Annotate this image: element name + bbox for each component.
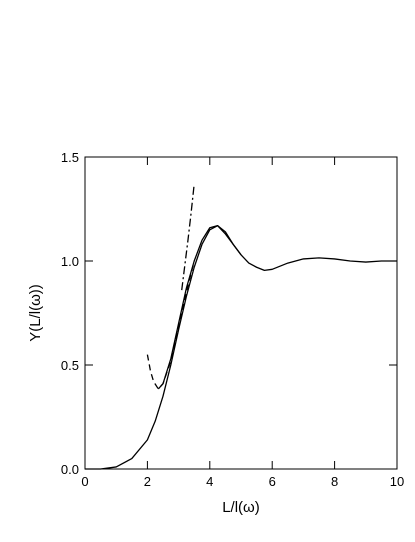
data-line — [181, 183, 195, 291]
data-line — [85, 224, 397, 470]
x-tick-label: 10 — [390, 474, 404, 489]
y-axis-label: Υ(L/l(ω)) — [27, 284, 44, 342]
x-tick-label: 6 — [269, 474, 276, 489]
y-tick-label: 1.5 — [61, 150, 79, 165]
x-tick-label: 0 — [81, 474, 88, 489]
x-tick-label: 8 — [331, 474, 338, 489]
plot-frame — [84, 156, 398, 470]
x-tick-label: 4 — [206, 474, 213, 489]
y-tick-label: 0.5 — [61, 358, 79, 373]
y-tick-label: 1.0 — [61, 254, 79, 269]
x-axis-label: L/l(ω) — [222, 499, 260, 516]
y-tick-label: 0.0 — [61, 462, 79, 477]
data-line — [146, 260, 195, 390]
x-tick-label: 2 — [144, 474, 151, 489]
